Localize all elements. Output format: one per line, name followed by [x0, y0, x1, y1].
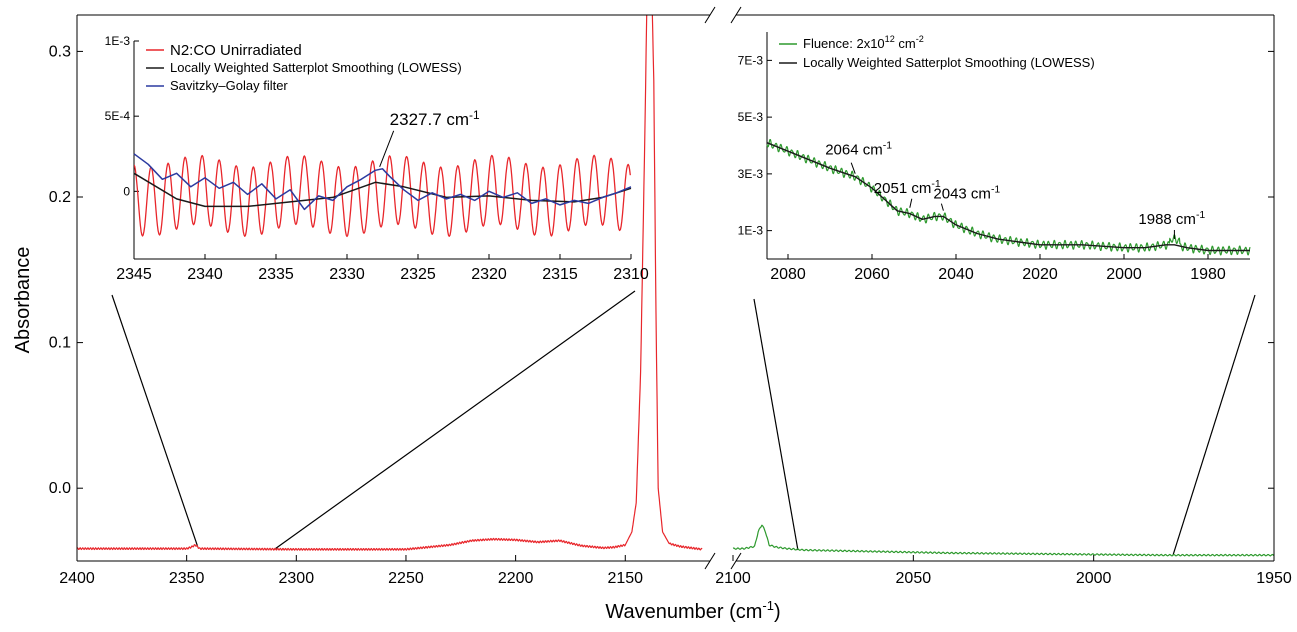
- inset-x-tick-label: 2340: [187, 266, 223, 283]
- inset-x-tick-label: 2060: [854, 266, 890, 283]
- connector-line: [274, 290, 636, 550]
- inset-right-background: [767, 32, 1250, 259]
- annotation-label: 2327.7 cm-1: [390, 108, 480, 129]
- legend-label: Fluence: 2x1012 cm-2: [803, 34, 924, 51]
- x-axis-title-text: Wavenumber (cm: [605, 601, 762, 623]
- x-tick-label: 1950: [1256, 570, 1292, 587]
- inset-x-tick-label: 2330: [329, 266, 365, 283]
- annotation-label-base: 2064 cm: [825, 142, 883, 159]
- legend-label: Locally Weighted Satterplot Smoothing (L…: [170, 60, 462, 75]
- annotation-label: 1988 cm-1: [1138, 209, 1205, 228]
- annotation-label-sup: -1: [883, 140, 892, 152]
- legend-label-sup2: -2: [916, 34, 924, 44]
- main-panel-right: [732, 524, 1275, 557]
- y-axis-title: Absorbance: [12, 247, 34, 354]
- annotation-pointer: [850, 162, 856, 174]
- connector-line: [111, 294, 199, 547]
- x-tick-label: 2250: [388, 570, 424, 587]
- x-tick-label: 2400: [59, 570, 95, 587]
- series-line-n2co-main: [77, 15, 703, 551]
- inset-y-tick-label: 3E-3: [738, 167, 764, 181]
- legend-label: Savitzky–Golay filter: [170, 78, 288, 93]
- inset-y-tick-label: 7E-3: [738, 53, 764, 67]
- series-line-fluence-inset: [766, 139, 1251, 256]
- series-line-lowess-inset: [133, 172, 632, 208]
- y-tick-label: 0.2: [49, 189, 71, 206]
- axis-break-mark: [730, 6, 742, 24]
- x-tick-label: 2100: [715, 570, 751, 587]
- zoom-connector-lines: [111, 290, 1256, 556]
- main-axes: 0.0 0.1 0.2 0.3 2400 2350 2300 2250 2200 2150 2100…: [49, 6, 1292, 587]
- series-line-n2co-inset: [134, 154, 631, 238]
- inset-y-tick-label: 0: [123, 184, 130, 198]
- y-tick-label: 0.1: [49, 335, 71, 352]
- annotation-label-sup: -1: [991, 184, 1000, 196]
- inset-x-tick-label: 2000: [1106, 266, 1142, 283]
- x-axis-title: Wavenumber (cm-1): [605, 598, 780, 623]
- inset-x-tick-label: 2315: [542, 266, 578, 283]
- inset-y-tick-label: 1E-3: [105, 34, 131, 48]
- x-tick-label: 2350: [169, 570, 205, 587]
- inset-panel-right: 1E-3 3E-3 5E-3 7E-3 2080 2060 2040 2020 2000 1980…: [738, 32, 1251, 283]
- annotation-label: 2064 cm-1: [825, 140, 892, 159]
- inset-x-tick-label: 2310: [613, 266, 649, 283]
- x-tick-label: 2000: [1076, 570, 1112, 587]
- y-tick-label: 0.0: [49, 480, 71, 497]
- inset-x-tick-label: 2335: [258, 266, 294, 283]
- series-line-savgol-inset: [133, 153, 632, 211]
- legend-label: Locally Weighted Satterplot Smoothing (L…: [803, 55, 1095, 70]
- inset-y-tick-label: 5E-4: [105, 109, 131, 123]
- series-line-fluence-main: [732, 524, 1275, 557]
- legend-label-sup: 12: [885, 34, 895, 44]
- main-panel-left: [77, 15, 703, 551]
- inset-y-tick-label: 5E-3: [738, 110, 764, 124]
- annotation-label-sup: -1: [469, 108, 480, 122]
- x-tick-label: 2300: [279, 570, 315, 587]
- series-line-lowess-right-inset: [766, 142, 1250, 252]
- y-tick-label: 0.3: [49, 43, 71, 60]
- annotation-pointer: [379, 130, 395, 167]
- connector-line: [1172, 294, 1256, 556]
- annotation-label-base: 2051 cm: [874, 180, 932, 197]
- x-axis-title-tail: ): [774, 601, 781, 623]
- inset-x-tick-label: 2345: [116, 266, 152, 283]
- annotation-label: 2051 cm-1: [874, 178, 941, 197]
- inset-x-tick-label: 1980: [1190, 266, 1226, 283]
- annotation-label: 2043 cm-1: [933, 184, 1000, 203]
- inset-x-tick-label: 2325: [400, 266, 436, 283]
- x-tick-label: 2200: [498, 570, 534, 587]
- annotation-label-sup: -1: [931, 178, 940, 190]
- axis-break-mark: [704, 6, 716, 24]
- axis-break-mark: [730, 552, 742, 570]
- axis-break-mark: [704, 552, 716, 570]
- x-tick-label: 2050: [896, 570, 932, 587]
- inset-x-tick-label: 2320: [471, 266, 507, 283]
- legend-label-base: Locally Weighted Satterplot Smoothing (L…: [803, 55, 1095, 70]
- annotation-label-base: 1988 cm: [1138, 211, 1196, 228]
- x-axis-title-sup: -1: [762, 598, 774, 613]
- x-tick-label: 2150: [607, 570, 643, 587]
- annotation-pointer: [940, 203, 944, 211]
- inset-x-tick-label: 2040: [938, 266, 974, 283]
- inset-panel-left: 0 5E-4 1E-3 2345 2340 2335 2330 2325 2320 2315 231…: [105, 34, 649, 283]
- axis-titles: Wavenumber (cm-1) Absorbance: [12, 247, 781, 623]
- legend-label-base: Fluence: 2x10: [803, 36, 885, 51]
- annotation-label-base: 2327.7 cm: [390, 110, 469, 129]
- annotation-pointer: [909, 198, 913, 208]
- inset-x-tick-label: 2080: [770, 266, 806, 283]
- legend-label: N2:CO Unirradiated: [170, 42, 302, 59]
- annotation-label-sup: -1: [1196, 209, 1205, 221]
- inset-y-tick-label: 1E-3: [738, 224, 764, 238]
- inset-x-tick-label: 2020: [1022, 266, 1058, 283]
- connector-line: [753, 298, 799, 551]
- legend-label-tail: cm: [895, 36, 916, 51]
- annotation-label-base: 2043 cm: [933, 186, 991, 203]
